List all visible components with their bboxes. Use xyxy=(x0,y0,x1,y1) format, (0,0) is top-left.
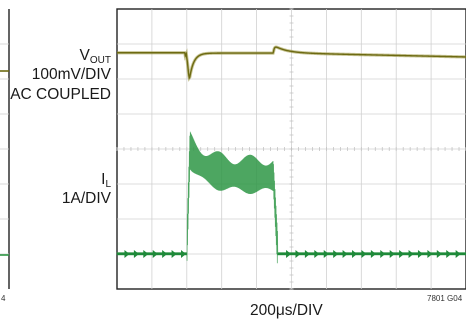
footnote-right: 7801 G04 xyxy=(427,294,463,303)
il-switching-marker xyxy=(446,250,452,258)
vout-scale-label: 100mV/DIV xyxy=(31,66,111,83)
il-switching-marker xyxy=(389,250,395,258)
il-switching-marker xyxy=(352,250,358,258)
il-label: IL xyxy=(101,171,111,190)
il-switching-marker xyxy=(342,250,348,258)
il-switching-marker xyxy=(162,250,168,258)
il-label-sub: L xyxy=(105,179,111,190)
vout-coupling-label: AC COUPLED xyxy=(10,86,111,103)
vout-label: VOUT xyxy=(79,47,111,66)
il-switching-marker xyxy=(314,250,320,258)
il-switching-marker xyxy=(399,250,405,258)
x-axis-label: 200μs/DIV xyxy=(250,302,323,319)
il-switching-marker xyxy=(323,250,329,258)
previous-plot-fragment xyxy=(0,9,10,289)
il-switching-marker xyxy=(408,250,414,258)
il-switching-marker xyxy=(417,250,423,258)
il-switching-marker xyxy=(181,250,187,258)
il-switching-marker xyxy=(133,250,139,258)
grid xyxy=(116,8,466,290)
il-label-main: I xyxy=(101,171,106,188)
il-switching-marker xyxy=(152,250,158,258)
il-switching-marker xyxy=(124,250,130,258)
traces xyxy=(116,45,466,264)
footnote-left: 4 xyxy=(1,294,6,303)
il-switching-marker xyxy=(143,250,149,258)
il-switching-marker xyxy=(361,250,367,258)
il-switching-marker xyxy=(380,250,386,258)
il-switching-marker xyxy=(171,250,177,258)
il-scale-label: 1A/DIV xyxy=(61,190,111,207)
il-switching-marker xyxy=(370,250,376,258)
vout-label-sub: OUT xyxy=(89,55,111,66)
il-switching-marker xyxy=(427,250,433,258)
il-switching-marker xyxy=(333,250,339,258)
il-switching-marker xyxy=(436,250,442,258)
il-switching-marker xyxy=(455,250,461,258)
il-switching-marker xyxy=(295,250,301,258)
il-switching-marker xyxy=(304,250,310,258)
vout-trace xyxy=(117,46,466,80)
vout-label-main: V xyxy=(79,47,90,64)
il-switching-marker xyxy=(286,250,292,258)
